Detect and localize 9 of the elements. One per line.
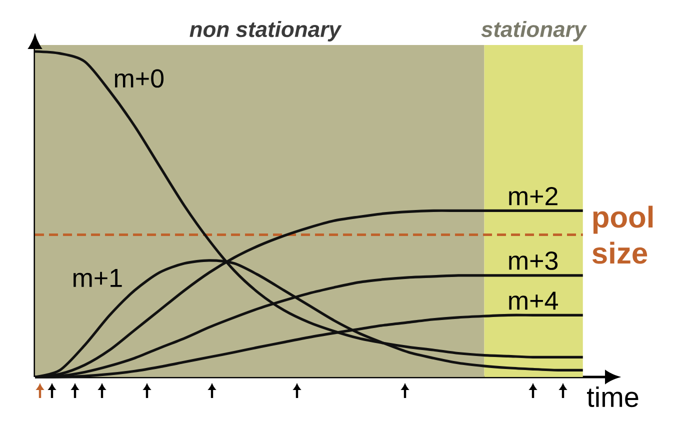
series-label: m+1 [74, 268, 122, 287]
series-label: m+3 [509, 252, 558, 270]
x-axis-title: time [587, 386, 638, 408]
series-label: m+0 [114, 69, 164, 88]
text: stationary [481, 20, 588, 42]
series-label: m+4 [509, 292, 558, 310]
text: non stationary [190, 20, 342, 42]
series-label: m+2 [509, 186, 558, 206]
ref-line-label: pool size [592, 206, 653, 264]
